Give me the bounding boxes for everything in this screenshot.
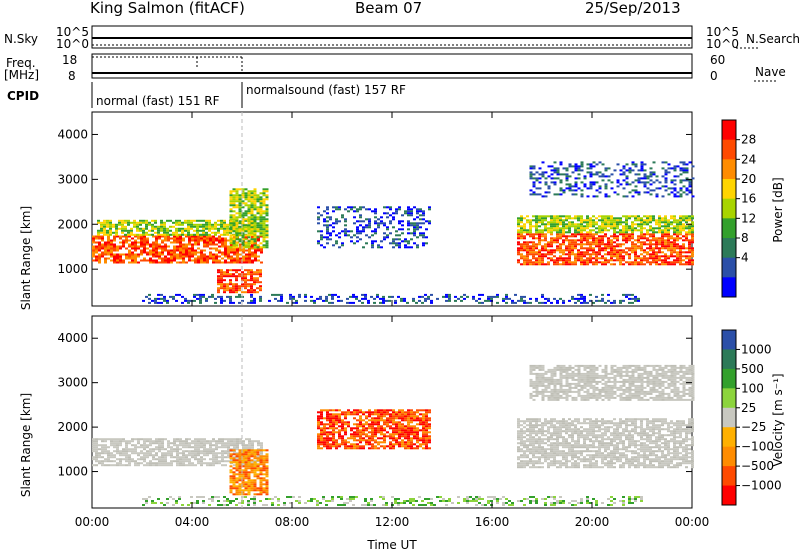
velocity-xtick-label-1: 04:00 [175, 515, 210, 529]
velocity-colorbar-cell-0 [722, 330, 736, 350]
freq-label: Freq. [6, 56, 36, 70]
velocity-region-5 [142, 496, 643, 506]
cpid-segment-2-label: normalsound (fast) 157 RF [246, 83, 406, 97]
velocity-xtick-label-0: 00:00 [75, 515, 110, 529]
velocity-colorbar-cell-2 [722, 368, 736, 389]
velocity-ytick-label-2: 3000 [57, 376, 88, 390]
power-ylabel: Slant Range [km] [19, 205, 33, 311]
velocity-xtick-label-2: 08:00 [275, 515, 310, 529]
time-xlabel: Time UT [367, 538, 417, 552]
power-colorbar-cell-4 [722, 198, 736, 219]
velocity-ylabel: Slant Range [km] [19, 392, 33, 498]
velocity-colorbar-label: Velocity [m s⁻¹] [771, 373, 785, 467]
velocity-colorbar-label-4: −25 [741, 420, 766, 434]
velocity-xtick-label-5: 20:00 [575, 515, 610, 529]
power-region-8 [142, 293, 640, 304]
power-region-4 [317, 206, 431, 249]
velocity-ytick-label-0: 1000 [57, 465, 88, 479]
velocity-colorbar-cell-3 [722, 388, 736, 409]
n-sky-label: N.Sky [4, 32, 39, 46]
velocity-colorbar-cell-6 [722, 446, 736, 467]
velocity-colorbar-cell-8 [722, 485, 736, 506]
velocity-colorbar-cell-5 [722, 427, 736, 448]
power-colorbar-label-3: 16 [741, 192, 756, 206]
velocity-colorbar-cell-4 [722, 407, 736, 428]
velocity-colorbar-cell-1 [722, 349, 736, 370]
power-ytick-label-0: 1000 [57, 262, 88, 276]
nsearch-tick-high: 10^5 [706, 25, 739, 39]
power-colorbar-cell-5 [722, 218, 736, 239]
power-ytick-label-1: 2000 [57, 217, 88, 231]
velocity-xtick-label-3: 12:00 [375, 515, 410, 529]
velocity-region-1 [229, 449, 269, 496]
freq-tick-high: 18 [62, 53, 78, 67]
velocity-region-4 [529, 364, 695, 401]
nsky-tick-high: 10^5 [56, 25, 89, 39]
freq-unit-label: [MHz] [4, 68, 40, 82]
power-colorbar-label-4: 12 [741, 211, 756, 225]
power-colorbar-cell-8 [722, 277, 736, 298]
freq-panel [91, 53, 693, 79]
velocity-ytick-label-1: 2000 [57, 420, 88, 434]
velocity-xtick-label-6: 00:00 [675, 515, 710, 529]
power-colorbar-label-1: 24 [741, 152, 756, 166]
cpid-segment-1-label: normal (fast) 151 RF [96, 94, 220, 108]
power-ytick-label-2: 3000 [57, 172, 88, 186]
velocity-xtick-label-4: 16:00 [475, 515, 510, 529]
velocity-colorbar-label-6: −500 [741, 459, 774, 473]
power-region-7 [529, 161, 695, 198]
power-ytick-label-3: 4000 [57, 127, 88, 141]
velocity-ytick-label-3: 4000 [57, 331, 88, 345]
power-colorbar-label-0: 28 [741, 133, 756, 147]
station-title: King Salmon (fitACF) [90, 0, 245, 17]
date-title: 25/Sep/2013 [585, 0, 681, 17]
power-colorbar-cell-6 [722, 238, 736, 259]
beam-title: Beam 07 [355, 0, 423, 17]
velocity-region-3 [517, 418, 694, 469]
power-colorbar-frame [721, 119, 737, 298]
power-region-6 [517, 215, 694, 234]
velocity-colorbar-label-0: 1000 [741, 342, 772, 356]
power-colorbar-cell-7 [722, 257, 736, 278]
power-region-5 [517, 233, 694, 266]
power-colorbar-label-6: 4 [741, 251, 749, 265]
nave-label: Nave [755, 65, 786, 79]
power-colorbar-label-5: 8 [741, 231, 749, 245]
power-colorbar-label: Power [dB] [771, 177, 785, 243]
power-colorbar-cell-0 [722, 120, 736, 141]
nave-tick-high: 60 [710, 53, 726, 67]
nsky-tick-low: 10^0 [56, 37, 89, 51]
velocity-colorbar-label-3: 25 [741, 401, 756, 415]
freq-tick-low: 8 [68, 69, 76, 83]
velocity-colorbar-label-1: 500 [741, 362, 764, 376]
nsearch-tick-low: 10^0 [706, 37, 739, 51]
velocity-region-2 [317, 409, 431, 450]
velocity-colorbar-cell-7 [722, 466, 736, 487]
velocity-colorbar-label-2: 100 [741, 381, 764, 395]
velocity-colorbar-frame [721, 329, 737, 506]
cpid-label: CPID [7, 89, 40, 103]
power-colorbar-cell-1 [722, 139, 736, 160]
power-colorbar-cell-3 [722, 179, 736, 200]
velocity-colorbar-label-5: −100 [741, 440, 774, 454]
n-search-label: N.Search [746, 32, 800, 46]
power-colorbar-label-2: 20 [741, 172, 756, 186]
velocity-colorbar-label-7: −1000 [741, 479, 782, 493]
power-region-2 [229, 188, 269, 249]
power-colorbar-cell-2 [722, 159, 736, 180]
nave-tick-low: 0 [710, 69, 718, 83]
